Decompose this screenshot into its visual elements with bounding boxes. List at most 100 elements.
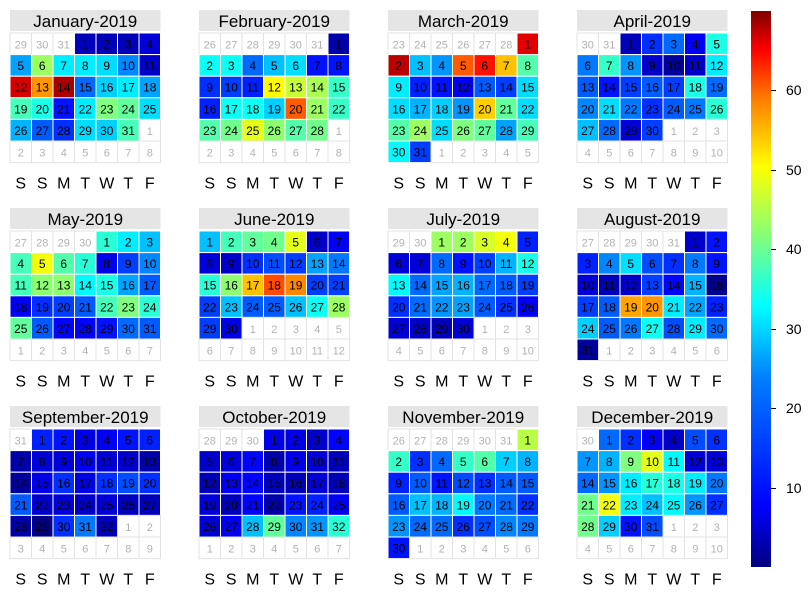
day-label: 5 bbox=[17, 59, 24, 73]
day-label: 5 bbox=[460, 59, 467, 73]
weekday-label: F bbox=[712, 176, 722, 193]
day-label: 22 bbox=[100, 300, 114, 314]
day-label: 19 bbox=[624, 300, 638, 314]
day-label: 27 bbox=[289, 124, 303, 138]
day-label: 16 bbox=[100, 81, 114, 95]
overflow-day-label: 9 bbox=[692, 148, 698, 160]
empty-cell bbox=[516, 140, 539, 164]
day-label: 13 bbox=[311, 257, 325, 271]
day-label: 11 bbox=[268, 257, 281, 271]
day-label: 13 bbox=[581, 81, 595, 95]
weekday-label: M bbox=[624, 176, 637, 193]
day-label: 6 bbox=[649, 257, 656, 271]
day-label: 30 bbox=[122, 322, 136, 336]
weekday-label: M bbox=[435, 572, 448, 589]
day-label: 1 bbox=[206, 236, 213, 250]
day-label: 7 bbox=[606, 59, 613, 73]
day-label: 19 bbox=[521, 279, 535, 293]
colorbar-tick-label: 30 bbox=[786, 320, 802, 337]
overflow-day-label: 4 bbox=[503, 148, 509, 160]
day-label: 5 bbox=[125, 434, 132, 448]
overflow-day-label: 6 bbox=[628, 544, 634, 556]
day-label: 21 bbox=[500, 102, 514, 116]
day-label: 20 bbox=[710, 477, 724, 491]
day-label: 23 bbox=[57, 498, 71, 512]
overflow-day-label: 1 bbox=[336, 126, 342, 138]
weekday-label: S bbox=[604, 572, 615, 589]
day-label: 8 bbox=[438, 257, 445, 271]
overflow-day-label: 4 bbox=[61, 148, 67, 160]
day-label: 8 bbox=[271, 455, 278, 469]
overflow-day-label: 5 bbox=[417, 346, 423, 358]
day-label: 2 bbox=[460, 236, 467, 250]
overflow-day-label: 5 bbox=[606, 148, 612, 160]
weekday-label: F bbox=[523, 374, 533, 391]
day-label: 17 bbox=[79, 477, 93, 491]
month-title: January-2019 bbox=[33, 12, 137, 31]
day-label: 25 bbox=[246, 124, 260, 138]
day-label: 4 bbox=[249, 59, 256, 73]
overflow-day-label: 5 bbox=[61, 544, 67, 556]
month-header bbox=[10, 208, 161, 229]
day-label: 12 bbox=[624, 279, 638, 293]
weekday-label: F bbox=[334, 374, 344, 391]
weekday-label: F bbox=[712, 374, 722, 391]
day-label: 31 bbox=[646, 520, 660, 534]
overflow-day-label: 4 bbox=[250, 148, 256, 160]
day-label: 7 bbox=[417, 257, 424, 271]
day-label: 11 bbox=[144, 59, 157, 73]
day-label: 20 bbox=[289, 102, 303, 116]
day-label: 10 bbox=[414, 477, 428, 491]
day-label: 26 bbox=[521, 300, 535, 314]
day-label: 1 bbox=[335, 38, 342, 52]
overflow-day-label: 30 bbox=[247, 436, 259, 448]
day-label: 3 bbox=[146, 236, 153, 250]
day-label: 7 bbox=[60, 59, 67, 73]
weekday-label: S bbox=[393, 572, 404, 589]
day-label: 16 bbox=[122, 279, 136, 293]
weekday-label: M bbox=[435, 176, 448, 193]
day-label: 3 bbox=[314, 434, 321, 448]
weekday-label: S bbox=[204, 374, 215, 391]
weekday-label: W bbox=[99, 572, 115, 589]
day-label: 13 bbox=[710, 455, 724, 469]
day-label: 14 bbox=[14, 477, 28, 491]
day-label: 24 bbox=[311, 498, 325, 512]
weekday-label: S bbox=[415, 572, 426, 589]
overflow-day-label: 31 bbox=[311, 40, 323, 52]
day-label: 20 bbox=[478, 498, 492, 512]
day-label: 25 bbox=[268, 300, 282, 314]
overflow-day-label: 7 bbox=[314, 148, 320, 160]
day-label: 9 bbox=[206, 81, 213, 95]
overflow-day-label: 5 bbox=[82, 148, 88, 160]
overflow-day-label: 2 bbox=[207, 148, 213, 160]
day-label: 22 bbox=[624, 102, 638, 116]
overflow-day-label: 26 bbox=[457, 40, 469, 52]
day-label: 15 bbox=[689, 279, 703, 293]
overflow-day-label: 4 bbox=[482, 544, 488, 556]
day-label: 21 bbox=[311, 102, 325, 116]
weekday-label: F bbox=[334, 572, 344, 589]
day-label: 19 bbox=[457, 498, 471, 512]
month-header bbox=[388, 10, 539, 31]
overflow-day-label: 28 bbox=[36, 238, 48, 250]
day-label: 25 bbox=[435, 520, 449, 534]
overflow-day-label: 30 bbox=[646, 238, 658, 250]
weekday-label: W bbox=[666, 374, 682, 391]
overflow-day-label: 27 bbox=[582, 238, 594, 250]
overflow-day-label: 6 bbox=[82, 544, 88, 556]
day-label: 10 bbox=[79, 455, 93, 469]
day-label: 13 bbox=[143, 455, 157, 469]
day-label: 7 bbox=[503, 455, 510, 469]
day-label: 20 bbox=[143, 477, 157, 491]
day-label: 17 bbox=[581, 300, 595, 314]
day-label: 7 bbox=[249, 455, 256, 469]
empty-cell bbox=[516, 536, 539, 560]
day-label: 27 bbox=[478, 520, 492, 534]
day-label: 11 bbox=[436, 81, 449, 95]
overflow-day-label: 1 bbox=[417, 544, 423, 556]
empty-cell bbox=[705, 536, 728, 560]
day-label: 7 bbox=[503, 59, 510, 73]
day-label: 12 bbox=[521, 257, 535, 271]
